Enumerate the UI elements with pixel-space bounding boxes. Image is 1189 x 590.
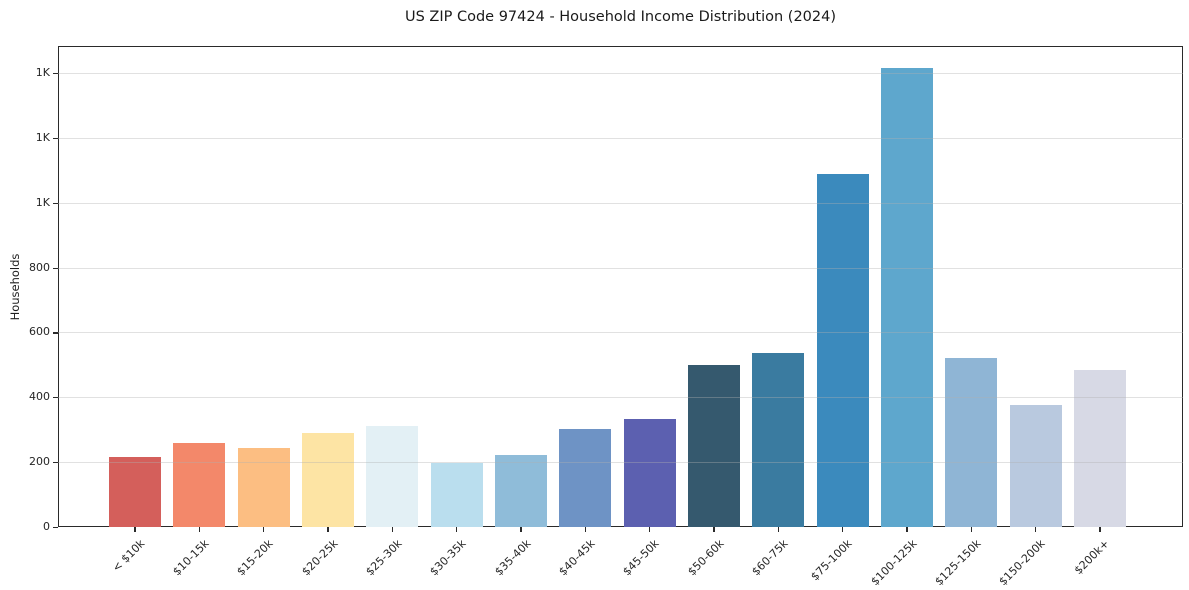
x-tick-mark [970,527,972,532]
y-tick-label: 400 [29,390,50,404]
x-tick-mark [1099,527,1101,532]
gridline [58,397,1183,399]
y-tick-label: 200 [29,455,50,469]
x-tick-label-10-15k: $10-15k [170,537,212,579]
x-tick-label-35-40k: $35-40k [491,537,534,579]
y-tick-mark [53,72,58,75]
chart-title: US ZIP Code 97424 - Household Income Dis… [404,9,837,25]
x-tick-label-125-150k: $125-150k [932,537,984,589]
x-tick-label-15-20k: $15-20k [234,537,276,579]
x-tick-label-50-60k: $50-60k [684,537,727,579]
x-tick-mark [584,527,586,532]
y-tick-mark [53,202,58,204]
bar-45-50k [623,418,676,527]
y-tick-mark [53,267,58,269]
x-tick-mark [1035,527,1037,532]
x-tick-label-75-100k: $75-100k [808,537,855,584]
y-tick-label: 0 [43,520,50,533]
x-tick-mark [456,527,458,532]
bar-40-45k [559,429,612,527]
x-tick-mark [713,527,715,532]
x-tick-label-25-30k: $25-30k [363,537,405,579]
gridline [58,332,1183,334]
x-tick-mark [263,527,265,532]
x-tick-label-45-50k: $45-50k [620,537,662,579]
bar-200k [1073,370,1126,527]
y-tick-mark [53,397,58,399]
bar-100-125k [880,68,933,527]
x-tick-mark [777,527,779,532]
bar-20-25k [301,433,354,527]
bar-125-150k [945,358,998,527]
x-tick-label-60-75k: $60-75k [749,537,791,579]
x-tick-label-200k: $200k+ [1072,537,1113,578]
gridline [58,267,1183,269]
x-tick-mark [391,527,393,532]
x-tick-label-150-200k: $150-200k [996,537,1048,589]
bar-25-30k [366,425,419,527]
gridline [58,202,1183,204]
x-tick-label-20-25k: $20-25k [298,537,341,579]
y-tick-label: 1K [35,130,50,144]
x-tick-label-40-45k: $40-45k [556,537,598,579]
bar-30-35k [430,462,483,527]
bar-150-200k [1009,404,1062,527]
x-tick-mark [906,527,908,532]
gridline [58,462,1183,464]
x-tick-label-10k: < $10k [109,537,148,575]
x-tick-mark [520,527,522,532]
bar-10k [109,456,161,527]
bar-10-15k [173,443,226,527]
y-tick-label: 1K [35,65,50,79]
bar-15-20k [237,447,290,527]
x-tick-label-100-125k: $100-125k [868,537,920,589]
x-tick-label-30-35k: $30-35k [427,537,469,579]
bar-35-40k [494,455,547,527]
x-tick-mark [649,527,651,532]
y-tick-mark [53,462,58,464]
y-tick-label: 600 [29,325,50,339]
gridline [58,137,1183,139]
plot-area: 0 200 400 600 800 1K 1K 1K [29,46,1183,533]
bar-60-75k [752,352,805,527]
y-tick-label: 800 [29,260,50,274]
x-tick-mark [134,527,136,532]
y-tick-mark [53,332,58,334]
bar-75-100k [816,173,869,527]
bar-50-60k [687,364,740,527]
y-tick-mark [53,137,58,139]
y-tick-label: 1K [35,195,50,209]
x-tick-mark [842,527,844,532]
y-tick-mark [53,527,58,529]
x-tick-mark [327,527,329,532]
x-tick-mark [198,527,200,532]
gridline [58,72,1183,74]
